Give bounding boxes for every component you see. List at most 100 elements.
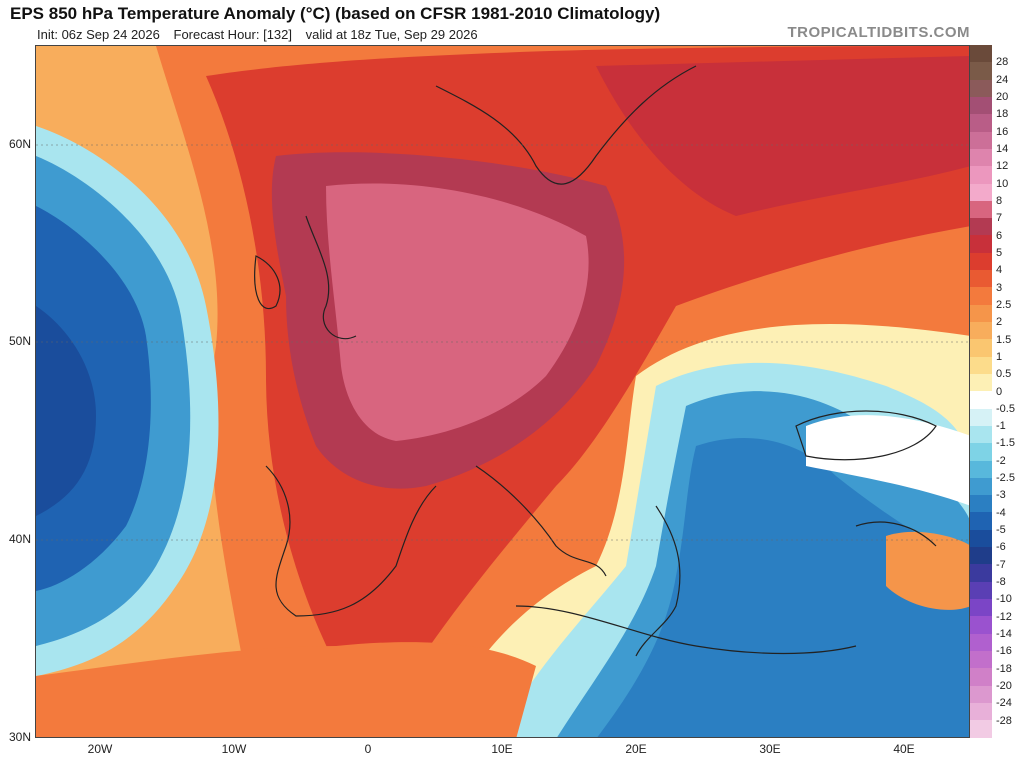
colorbar-cell <box>970 218 992 236</box>
colorbar-label: 3 <box>996 281 1003 294</box>
colorbar-cell <box>970 720 992 738</box>
colorbar-cell <box>970 252 992 271</box>
colorbar-label: 2.5 <box>996 298 1012 311</box>
colorbar-label: -2.5 <box>996 472 1015 485</box>
colorbar-label: 24 <box>996 73 1009 86</box>
colorbar-label: 14 <box>996 142 1009 155</box>
coastlines <box>254 65 937 657</box>
colorbar-cell <box>970 685 992 703</box>
colorbar-cell <box>970 460 992 478</box>
colorbar-label: 1.5 <box>996 333 1012 346</box>
colorbar-cell <box>970 322 992 340</box>
colorbar-cell <box>970 287 992 305</box>
colorbar-cell <box>970 96 992 115</box>
ne-warm <box>596 56 969 216</box>
colorbar-cell <box>970 166 992 184</box>
colorbar-label: 2 <box>996 316 1003 329</box>
lat-label-30: 30N <box>8 730 31 744</box>
iberia-coast <box>265 465 437 617</box>
colorbar-label: -6 <box>996 541 1006 554</box>
lon-label-30e: 30E <box>759 742 781 756</box>
colorbar-label: -8 <box>996 576 1006 589</box>
colorbar-label: 6 <box>996 229 1003 242</box>
colorbar-labels: 28 24 20 18 16 14 12 10 8 7 6 5 4 3 2.5 2 1.5 1 0.5 0 -0.5 -1… <box>996 45 1024 738</box>
colorbar-label: -1.5 <box>996 437 1015 450</box>
colorbar-cell <box>970 148 992 167</box>
colorbar-cell <box>970 581 992 599</box>
anomaly-map <box>35 45 970 738</box>
black-sea-band <box>806 415 969 506</box>
colorbar-label: -24 <box>996 697 1012 710</box>
colorbar-label: -7 <box>996 558 1006 571</box>
lat-label-50: 50N <box>8 334 31 348</box>
lon-label-20w: 20W <box>87 742 113 756</box>
colorbar-label: 18 <box>996 108 1009 121</box>
colorbar-cell <box>970 564 992 582</box>
colorbar-cell <box>970 650 992 669</box>
peak-anomaly <box>326 183 589 441</box>
colorbar-cell <box>970 114 992 132</box>
colorbar-label: -5 <box>996 524 1006 537</box>
colorbar-cell <box>970 702 992 721</box>
sahara-warm <box>36 642 536 737</box>
colorbar-label: 5 <box>996 246 1003 259</box>
anatolia-coast <box>855 521 937 547</box>
colorbar-cell <box>970 304 992 322</box>
colorbar-label: -1 <box>996 420 1006 433</box>
colorbar-cap <box>970 45 992 63</box>
colorbar <box>970 45 992 738</box>
colorbar-label: -2 <box>996 454 1006 467</box>
balkan-coast <box>635 505 681 657</box>
graticule <box>36 144 969 541</box>
colorbar-cell <box>970 443 992 461</box>
colorbar-cell <box>970 477 992 496</box>
colorbar-cell <box>970 62 992 80</box>
italy-coast <box>475 465 607 577</box>
forecast-hour: Forecast Hour: [132] <box>173 27 293 42</box>
colorbar-label: 8 <box>996 194 1003 207</box>
med-south-coast <box>515 605 857 655</box>
lon-label-20e: 20E <box>625 742 647 756</box>
lat-label-60: 60N <box>8 137 31 151</box>
colorbar-cell <box>970 408 992 426</box>
colorbar-cell <box>970 425 992 444</box>
init-time: Init: 06z Sep 24 2026 <box>37 27 160 42</box>
colorbar-label: 0.5 <box>996 368 1012 381</box>
colorbar-cell <box>970 235 992 253</box>
colorbar-cell <box>970 547 992 565</box>
colorbar-label: 10 <box>996 177 1009 190</box>
colorbar-cell <box>970 391 992 409</box>
lon-label-10w: 10W <box>221 742 247 756</box>
chart-subtitle: Init: 06z Sep 24 2026 Forecast Hour: [13… <box>37 27 488 42</box>
lon-label-0: 0 <box>364 742 372 756</box>
colorbar-label: -18 <box>996 662 1012 675</box>
colorbar-cell <box>970 495 992 513</box>
colorbar-label: -12 <box>996 610 1012 623</box>
colorbar-label: 20 <box>996 90 1009 103</box>
colorbar-cell <box>970 79 992 97</box>
colorbar-label: 1 <box>996 350 1003 363</box>
colorbar-cell <box>970 668 992 686</box>
colorbar-cell <box>970 633 992 651</box>
colorbar-label: 7 <box>996 212 1003 225</box>
colorbar-label: -14 <box>996 628 1012 641</box>
colorbar-label: -0.5 <box>996 402 1015 415</box>
chart-title: EPS 850 hPa Temperature Anomaly (°C) (ba… <box>10 4 661 23</box>
watermark: TROPICALTIDBITS.COM <box>787 24 970 41</box>
colorbar-cell <box>970 529 992 548</box>
colorbar-label: -28 <box>996 714 1012 727</box>
map-svg <box>36 46 969 737</box>
atlantic-coldest <box>36 306 96 516</box>
colorbar-label: 12 <box>996 160 1009 173</box>
colorbar-cell <box>970 356 992 374</box>
colorbar-cell <box>970 183 992 201</box>
colorbar-cell <box>970 599 992 617</box>
ireland-coast <box>254 255 281 309</box>
colorbar-cell <box>970 339 992 357</box>
lon-label-10e: 10E <box>491 742 513 756</box>
colorbar-label: -20 <box>996 680 1012 693</box>
colorbar-label: -10 <box>996 593 1012 606</box>
se-warm <box>886 531 969 610</box>
colorbar-label: 4 <box>996 264 1003 277</box>
valid-time: valid at 18z Tue, Sep 29 2026 <box>305 27 478 42</box>
